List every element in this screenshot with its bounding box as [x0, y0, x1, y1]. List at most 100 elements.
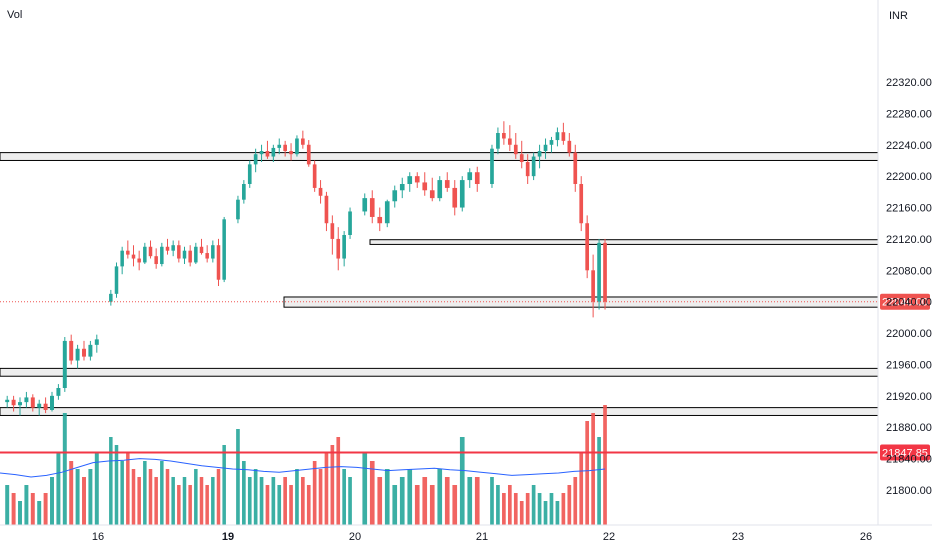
candle[interactable] — [549, 136, 554, 153]
candle[interactable] — [467, 168, 473, 188]
candle[interactable] — [205, 245, 209, 263]
volume-indicator-label[interactable]: Vol — [7, 9, 23, 21]
candle[interactable] — [459, 176, 465, 212]
candle[interactable] — [496, 127, 500, 155]
candle[interactable] — [369, 190, 375, 224]
candle[interactable] — [126, 240, 130, 259]
candle[interactable] — [56, 384, 61, 400]
candle[interactable] — [131, 245, 136, 267]
candle[interactable] — [452, 180, 458, 216]
candle[interactable] — [171, 240, 175, 257]
candle[interactable] — [188, 245, 192, 267]
candle[interactable] — [531, 152, 536, 181]
candle[interactable] — [603, 238, 607, 310]
candle[interactable] — [283, 140, 287, 157]
candle[interactable] — [507, 125, 512, 152]
candle[interactable] — [384, 199, 390, 228]
zone-box[interactable] — [0, 407, 879, 416]
candle[interactable] — [422, 172, 428, 196]
candle[interactable] — [597, 238, 601, 310]
candle[interactable] — [247, 160, 252, 188]
candle[interactable] — [216, 238, 221, 286]
candle[interactable] — [143, 242, 147, 265]
candle[interactable] — [324, 191, 329, 232]
candle[interactable] — [567, 133, 572, 157]
candle[interactable] — [177, 240, 181, 263]
zone-box[interactable] — [0, 152, 879, 161]
candle[interactable] — [271, 144, 276, 163]
candle[interactable] — [50, 391, 54, 412]
candle[interactable] — [11, 395, 16, 412]
candle[interactable] — [160, 242, 164, 267]
zone-box[interactable] — [0, 367, 879, 377]
candle[interactable] — [211, 240, 215, 263]
candle[interactable] — [69, 334, 74, 365]
candle[interactable] — [474, 166, 480, 192]
candle[interactable] — [502, 121, 506, 145]
candle[interactable] — [295, 135, 299, 157]
candle[interactable] — [289, 143, 293, 161]
candle[interactable] — [199, 238, 204, 255]
candle[interactable] — [312, 160, 317, 192]
candle[interactable] — [301, 130, 305, 149]
candle[interactable] — [88, 340, 93, 361]
candle[interactable] — [561, 122, 566, 145]
candle[interactable] — [392, 185, 398, 208]
candle[interactable] — [555, 127, 560, 147]
candle[interactable] — [525, 154, 530, 184]
candle[interactable] — [236, 195, 240, 224]
candle[interactable] — [194, 242, 198, 265]
candle[interactable] — [573, 144, 578, 192]
candle[interactable] — [437, 176, 443, 202]
candle[interactable] — [585, 215, 590, 279]
candle[interactable] — [82, 340, 86, 361]
candle[interactable] — [259, 144, 264, 163]
candle[interactable] — [18, 397, 22, 416]
candle[interactable] — [348, 207, 352, 239]
candle[interactable] — [579, 176, 584, 232]
currency-label[interactable]: INR — [889, 10, 908, 22]
candle[interactable] — [94, 334, 99, 353]
candle[interactable] — [407, 172, 413, 192]
candle[interactable] — [165, 238, 170, 255]
candle[interactable] — [148, 240, 153, 259]
candle[interactable] — [37, 399, 42, 416]
candle[interactable] — [222, 216, 226, 283]
candle[interactable] — [24, 391, 29, 408]
candle[interactable] — [429, 177, 435, 202]
candle[interactable] — [336, 227, 341, 271]
candle[interactable] — [306, 140, 311, 167]
candle[interactable] — [182, 246, 187, 265]
candle[interactable] — [277, 138, 282, 155]
candle[interactable] — [137, 250, 141, 271]
candle[interactable] — [414, 172, 420, 188]
candle[interactable] — [513, 133, 518, 159]
candle[interactable] — [114, 262, 119, 298]
candle[interactable] — [342, 231, 346, 267]
candle[interactable] — [265, 140, 270, 159]
candle[interactable] — [318, 180, 323, 204]
candle[interactable] — [362, 193, 368, 216]
candle[interactable] — [62, 337, 67, 392]
zone-box[interactable] — [369, 239, 879, 245]
candle[interactable] — [120, 246, 124, 275]
candles-layer[interactable] — [5, 121, 607, 416]
candle[interactable] — [490, 144, 494, 188]
candle[interactable] — [154, 248, 158, 269]
candle[interactable] — [591, 254, 595, 318]
price-axis[interactable]: 22320.00 22280.00 22240.00 22200.00 22160.00… — [886, 77, 932, 497]
candle[interactable] — [519, 140, 524, 169]
candle[interactable] — [253, 148, 258, 173]
candle[interactable] — [537, 144, 542, 169]
candle[interactable] — [30, 394, 35, 412]
candle[interactable] — [109, 289, 113, 306]
candle[interactable] — [399, 177, 405, 199]
candle[interactable] — [5, 395, 10, 408]
time-axis[interactable]: 16 19 20 21 22 23 26 — [92, 531, 872, 543]
candle[interactable] — [330, 215, 335, 255]
candle[interactable] — [377, 207, 383, 232]
candle[interactable] — [444, 172, 450, 192]
zone-box[interactable] — [283, 296, 879, 308]
candle[interactable] — [242, 180, 246, 204]
